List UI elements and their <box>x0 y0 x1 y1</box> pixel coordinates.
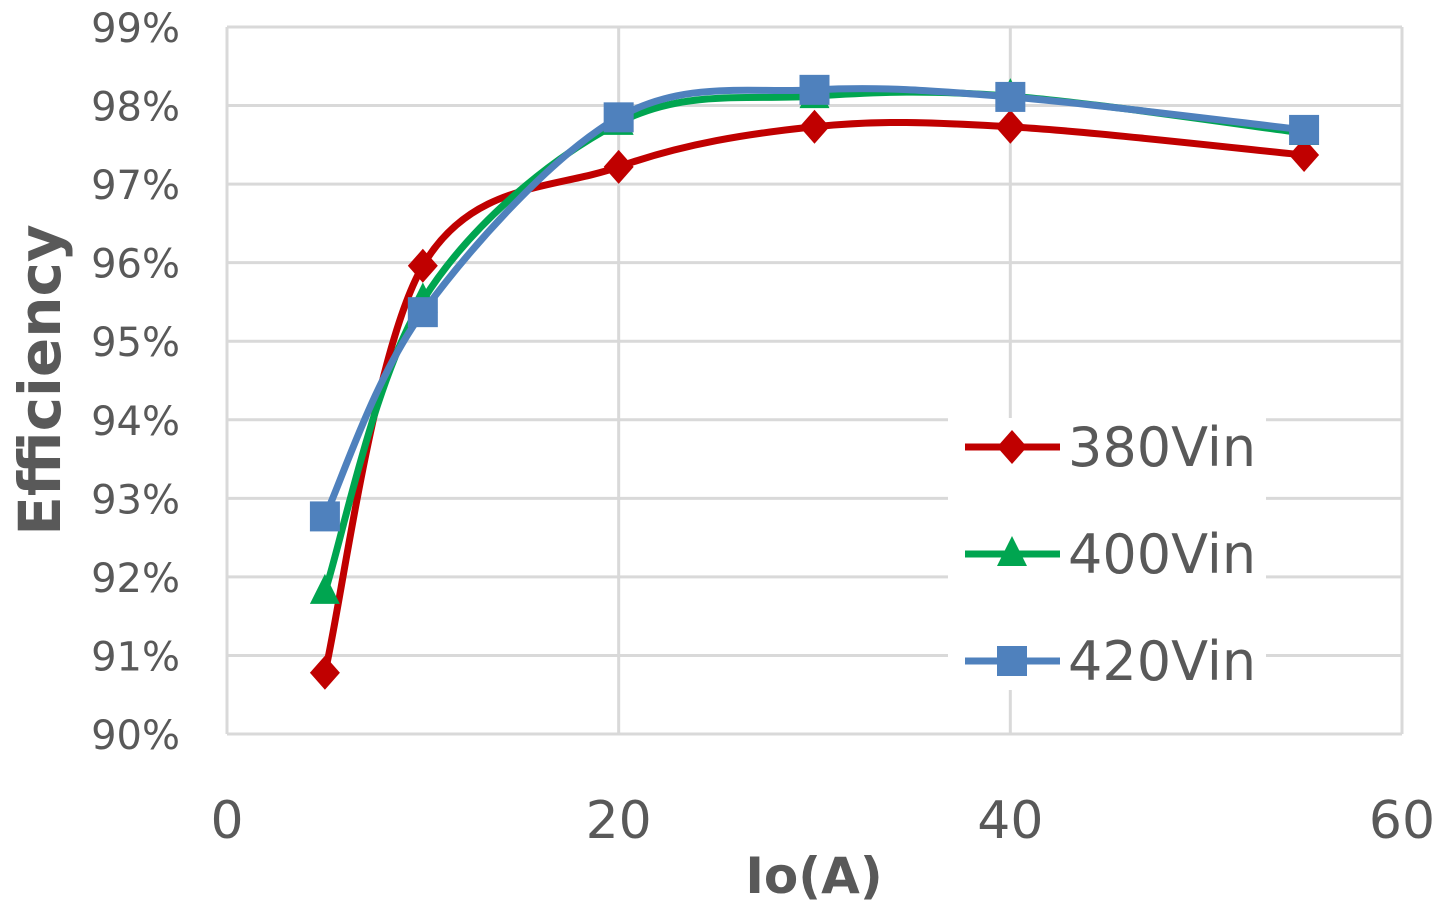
legend-item: 400Vin <box>965 523 1256 586</box>
x-tick-label: 60 <box>1369 791 1435 851</box>
square-marker <box>407 297 438 328</box>
legend-label: 400Vin <box>1068 523 1256 586</box>
legend: 380Vin 400Vin 420Vin <box>948 416 1266 693</box>
y-tick-label: 97% <box>91 163 180 209</box>
y-axis-title: Efficiency <box>6 224 74 535</box>
y-tick-label: 99% <box>91 6 180 52</box>
y-tick-label: 92% <box>91 556 180 602</box>
diamond-marker <box>995 109 1026 144</box>
x-tick-label: 0 <box>210 791 243 851</box>
square-marker <box>1289 114 1320 145</box>
diamond-marker <box>407 248 438 283</box>
square-marker <box>995 81 1026 112</box>
legend-square-marker <box>997 646 1027 676</box>
y-tick-label: 93% <box>91 477 180 523</box>
diamond-marker <box>309 655 340 690</box>
legend-item: 380Vin <box>965 416 1256 479</box>
legend-diamond-marker <box>997 430 1027 464</box>
series-line <box>321 85 1305 518</box>
square-marker <box>309 501 340 532</box>
y-tick-label: 90% <box>91 713 180 759</box>
y-tick-label: 96% <box>91 242 180 288</box>
legend-triangle-marker <box>997 536 1027 566</box>
y-tick-label: 98% <box>91 85 180 131</box>
x-tick-label: 40 <box>977 791 1043 851</box>
diamond-marker <box>799 109 830 144</box>
triangle-marker <box>309 573 340 604</box>
square-marker <box>603 102 634 133</box>
legend-label: 380Vin <box>1068 416 1256 479</box>
diamond-marker <box>603 149 634 184</box>
y-tick-labels: 90% 91% 92% 93% 94% 95% 96% 97% 98% 99% <box>91 6 180 759</box>
series-420Vin <box>309 74 1320 532</box>
series-group <box>309 74 1320 690</box>
y-tick-label: 91% <box>91 634 180 680</box>
legend-label: 420Vin <box>1068 630 1256 693</box>
square-marker <box>799 74 830 105</box>
y-tick-label: 95% <box>91 320 180 366</box>
x-axis-title: Io(A) <box>745 847 882 905</box>
diamond-marker <box>1289 138 1320 173</box>
y-tick-label: 94% <box>91 399 180 445</box>
x-tick-label: 20 <box>586 791 652 851</box>
legend-item: 420Vin <box>965 630 1256 693</box>
x-tick-labels: 0 20 40 60 <box>210 791 1435 851</box>
